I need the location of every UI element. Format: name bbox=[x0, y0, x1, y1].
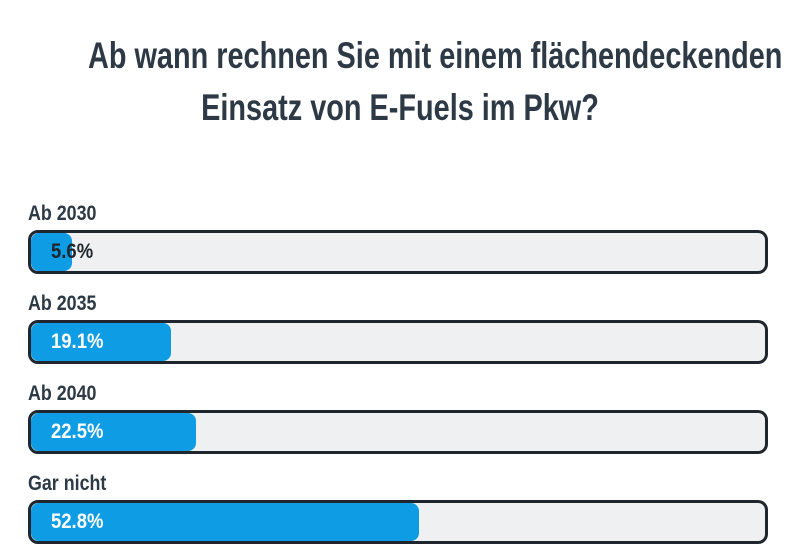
bar-fill bbox=[31, 233, 73, 271]
chart-title-line-1: Ab wann rechnen Sie mit einem flächendec… bbox=[88, 35, 783, 76]
poll-result-page: Ab wann rechnen Sie mit einem flächendec… bbox=[0, 30, 800, 550]
bar-category-label: Ab 2030 bbox=[28, 202, 97, 225]
bar-row-ab-2035: Ab 2035 19.1% bbox=[28, 292, 768, 364]
horizontal-bar-chart: Ab 2030 5.6% Ab 2035 19.1% Ab 2040 22.5%… bbox=[28, 202, 768, 550]
bar-value-label: 22.5% bbox=[51, 420, 104, 443]
bar-row-gar-nicht: Gar nicht 52.8% bbox=[28, 472, 768, 544]
bar-category-label: Ab 2040 bbox=[28, 382, 97, 405]
bar-row-ab-2030: Ab 2030 5.6% bbox=[28, 202, 768, 274]
bar-value-label: 5.6% bbox=[51, 240, 94, 263]
chart-title: Ab wann rechnen Sie mit einem flächendec… bbox=[0, 30, 800, 134]
bar-category-label: Ab 2035 bbox=[28, 292, 97, 315]
bar-value-label: 52.8% bbox=[51, 510, 104, 533]
chart-title-line-2: Einsatz von E-Fuels im Pkw? bbox=[201, 87, 599, 128]
bar-row-ab-2040: Ab 2040 22.5% bbox=[28, 382, 768, 454]
bar-category-label: Gar nicht bbox=[28, 472, 107, 495]
bar-fill bbox=[31, 503, 419, 541]
bar-track: 19.1% bbox=[28, 320, 768, 364]
bar-track: 22.5% bbox=[28, 410, 768, 454]
bar-value-label: 19.1% bbox=[51, 330, 104, 353]
bar-track: 52.8% bbox=[28, 500, 768, 544]
bar-fill bbox=[31, 323, 172, 361]
bar-fill bbox=[31, 413, 197, 451]
bar-track: 5.6% bbox=[28, 230, 768, 274]
